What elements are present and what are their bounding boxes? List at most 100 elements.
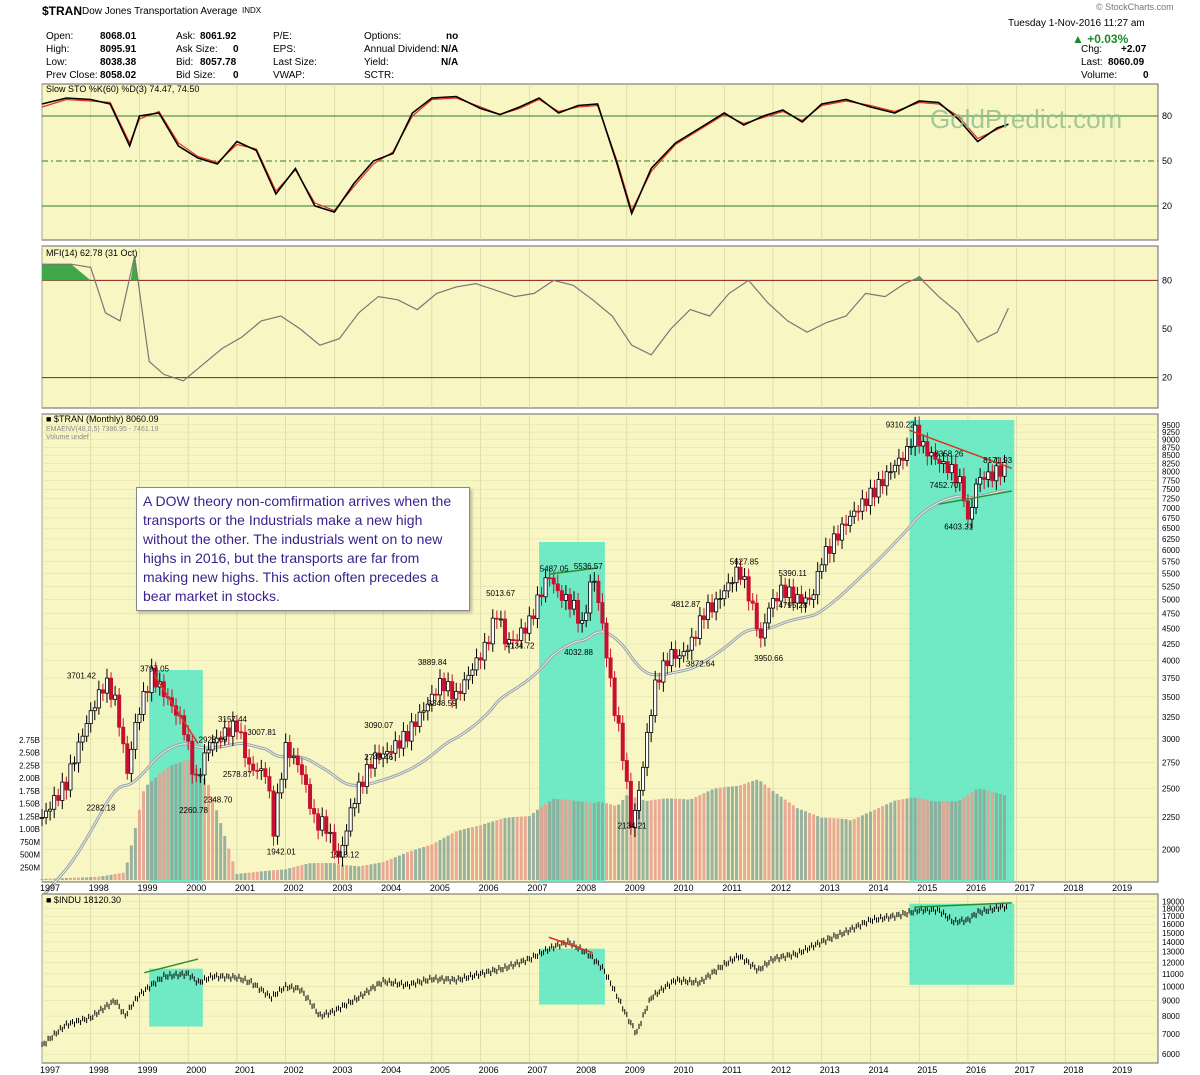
- candle-body: [72, 762, 77, 765]
- candle-body: [933, 452, 938, 460]
- volume-bar: [166, 767, 170, 880]
- volume-bar: [68, 877, 72, 880]
- volume-bar: [129, 845, 133, 880]
- candle-body: [803, 597, 808, 604]
- volume-bar: [621, 799, 625, 880]
- candle-body: [624, 760, 629, 782]
- candle-body: [555, 583, 560, 592]
- volume-bar: [223, 835, 227, 880]
- candle-body: [133, 721, 138, 750]
- volume-bar: [499, 819, 503, 880]
- tran-price-label: 3797.05: [140, 665, 169, 674]
- tran-y-tick: 3500: [1162, 693, 1180, 702]
- volume-bar: [198, 773, 202, 880]
- volume-bar: [369, 864, 373, 880]
- candle-body: [994, 465, 999, 482]
- candle-body: [356, 781, 361, 804]
- candle-body: [76, 741, 81, 764]
- volume-bar: [889, 802, 893, 880]
- volume-bar: [544, 803, 548, 880]
- volume-bar: [117, 873, 121, 880]
- volume-bar: [186, 759, 190, 880]
- candle-body: [584, 612, 589, 621]
- candle-body: [831, 533, 836, 554]
- volume-bar: [162, 770, 166, 880]
- volume-bar: [860, 815, 864, 880]
- volume-bar: [885, 804, 889, 880]
- volume-bar: [909, 797, 913, 880]
- candle-body: [835, 533, 840, 541]
- candle-body: [738, 566, 743, 580]
- candle-body: [429, 693, 434, 705]
- indu-y-tick: 10000: [1162, 983, 1185, 992]
- volume-bar: [917, 798, 921, 880]
- bid-size-value: 0: [233, 70, 239, 81]
- candle-body: [937, 458, 942, 465]
- candle-body: [222, 727, 227, 740]
- candle-body: [685, 649, 690, 652]
- low-label: Low:: [46, 57, 68, 68]
- yield-value: N/A: [441, 57, 459, 68]
- candle-body: [888, 471, 893, 474]
- candle-body: [868, 487, 873, 506]
- volume-bar: [584, 801, 588, 880]
- volume-bar: [267, 870, 271, 880]
- indu-x-tick: 2014: [868, 1065, 888, 1075]
- candle-body: [44, 810, 49, 818]
- candle-body: [673, 649, 678, 659]
- volume-bar: [288, 868, 292, 880]
- volume-bar: [523, 816, 527, 880]
- candle-body: [929, 452, 934, 457]
- volume-bar: [85, 877, 89, 880]
- volume-bar: [450, 833, 454, 880]
- tran-x-tick: 2009: [625, 883, 645, 893]
- volume-bar: [97, 876, 101, 880]
- volume-bar: [72, 877, 76, 880]
- exchange: INDX: [242, 6, 262, 15]
- candle-body: [336, 850, 341, 858]
- candle-body: [762, 622, 767, 639]
- candle-body: [308, 784, 313, 809]
- candle-body: [137, 713, 142, 723]
- candle-body: [990, 471, 995, 482]
- volume-bar: [280, 869, 284, 880]
- volume-bar: [316, 863, 320, 880]
- tran-y-tick: 9500: [1162, 421, 1180, 430]
- candle-body: [498, 618, 503, 621]
- volume-bar: [743, 783, 747, 880]
- tran-price-label: 5390.11: [778, 569, 807, 578]
- volume-bar: [438, 840, 442, 880]
- tran-trend-line-2008: [548, 567, 598, 575]
- volume-bar: [215, 810, 219, 880]
- tran-y-tick: 9250: [1162, 428, 1180, 437]
- volume-bar: [324, 863, 328, 880]
- tran-x-tick: 2004: [381, 883, 401, 893]
- volume-bar: [276, 869, 280, 880]
- candle-body: [921, 441, 926, 447]
- candle-body: [352, 803, 357, 809]
- volume-bar: [361, 865, 365, 880]
- volume-bar: [556, 799, 560, 880]
- volume-bar: [422, 847, 426, 880]
- candle-body: [377, 752, 382, 759]
- mfi-title: MFI(14) 62.78 (31 Oct): [46, 248, 138, 258]
- tran-price-label: 6403.31: [944, 522, 973, 531]
- tran-price-label: 8171.93: [983, 456, 1012, 465]
- mfi-overbought-fill: [42, 264, 91, 281]
- candle-body: [620, 722, 625, 761]
- volume-bar: [775, 793, 779, 880]
- candle-body: [766, 607, 771, 624]
- tran-x-tick: 2013: [820, 883, 840, 893]
- tran-x-tick: 2006: [479, 883, 499, 893]
- volume-bar: [389, 858, 393, 880]
- volume-bar: [986, 790, 990, 880]
- bid-value: 8057.78: [200, 57, 237, 68]
- volume-bar: [812, 814, 816, 880]
- tran-x-tick: 1999: [137, 883, 157, 893]
- volume-bar: [828, 817, 832, 880]
- volume-bar: [970, 792, 974, 880]
- candle-body: [677, 655, 682, 659]
- volume-bar: [328, 863, 332, 880]
- candle-body: [559, 590, 564, 601]
- candle-body: [961, 476, 966, 502]
